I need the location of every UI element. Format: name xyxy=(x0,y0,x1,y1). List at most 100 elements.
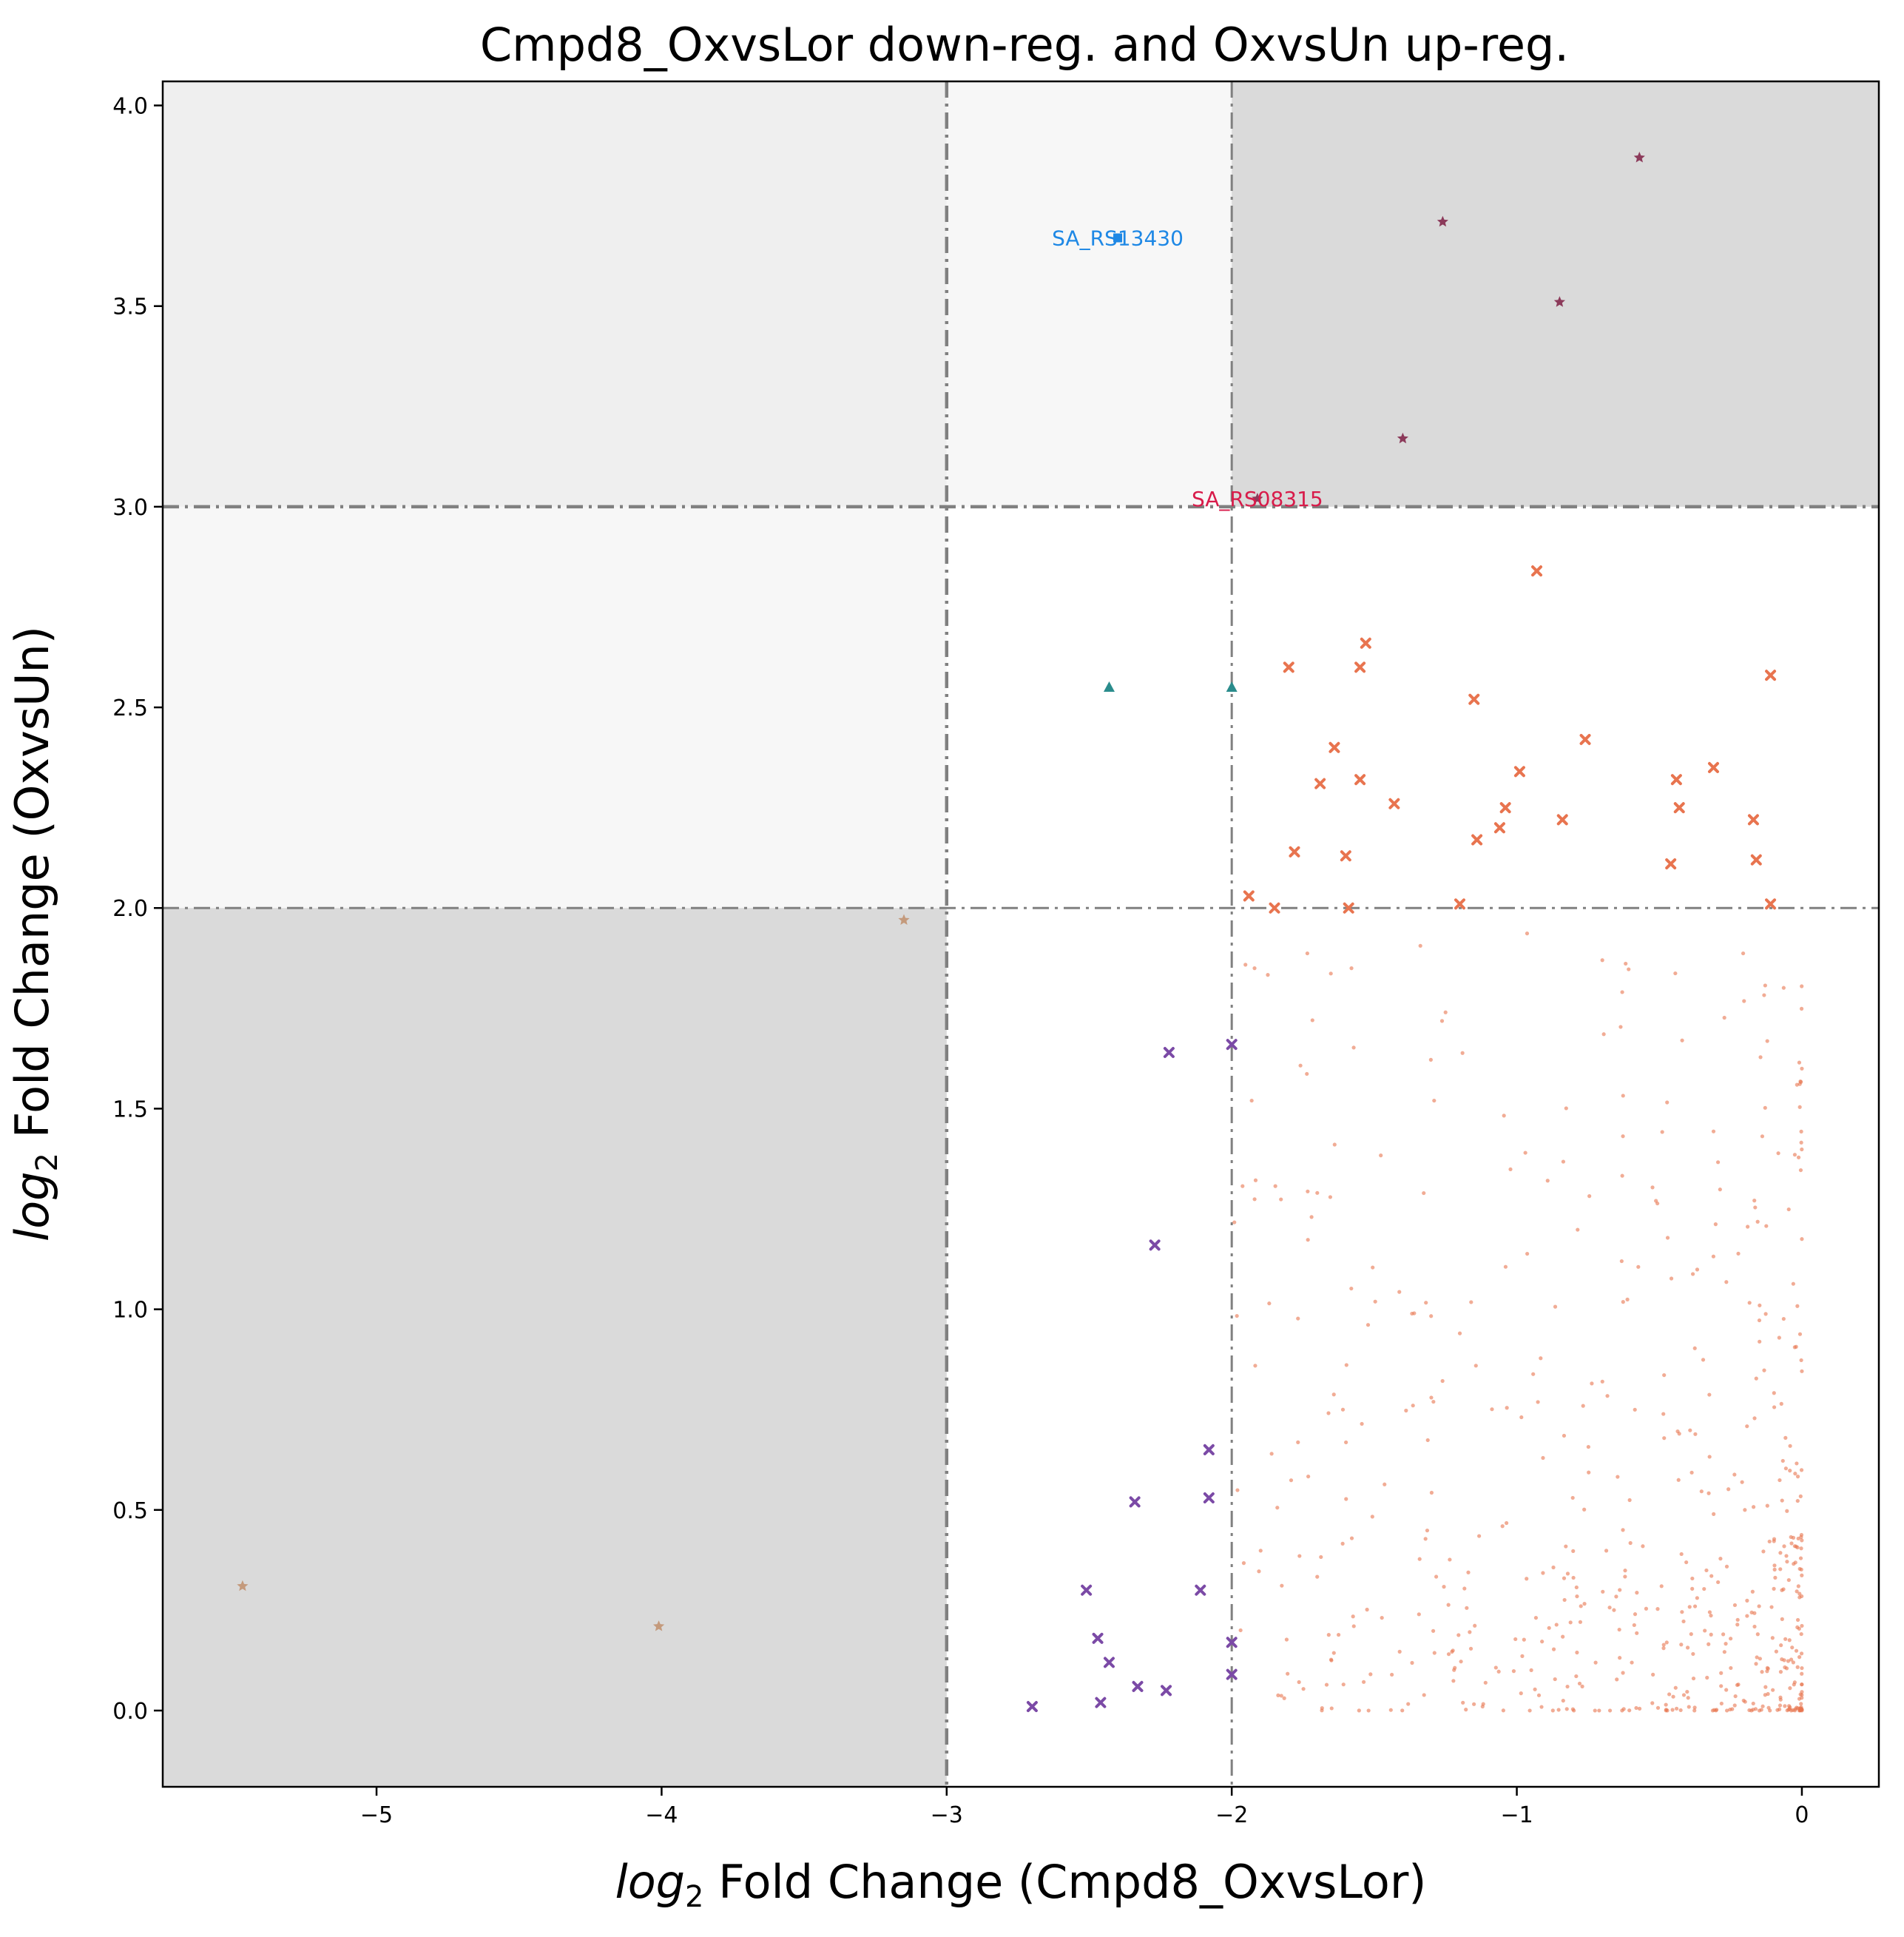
point-dot xyxy=(1671,1694,1675,1699)
point-dot xyxy=(1565,1572,1570,1576)
point-dot xyxy=(1722,1015,1726,1020)
point-dot xyxy=(1579,1604,1583,1608)
point-dot xyxy=(1587,1194,1592,1199)
point-dot xyxy=(1432,1098,1437,1103)
point-dot xyxy=(1702,1586,1706,1591)
point-dot xyxy=(1235,1313,1239,1318)
point-dot xyxy=(1328,1195,1333,1199)
point-dot xyxy=(1383,1482,1387,1486)
point-dot xyxy=(1525,932,1530,936)
point-dot xyxy=(1483,1680,1488,1685)
point-dot xyxy=(1410,1311,1414,1316)
point-dot xyxy=(1783,1466,1788,1471)
point-dot xyxy=(1360,1421,1364,1426)
x-axis-ticks: −5 −4 −3 −2 −1 0 xyxy=(360,1787,1809,1828)
point-x xyxy=(1340,850,1351,862)
point-dot xyxy=(1531,1372,1536,1376)
point-dot xyxy=(1349,1536,1354,1540)
point-dot xyxy=(1800,1147,1804,1152)
x-tick-label: −3 xyxy=(931,1802,963,1828)
point-dot xyxy=(1571,1549,1576,1553)
point-dot xyxy=(1319,1554,1323,1560)
point-x xyxy=(1163,1046,1175,1058)
point-dot xyxy=(1679,1643,1684,1647)
point-dot xyxy=(1621,1134,1625,1139)
point-dot xyxy=(1760,1670,1764,1674)
point-dot xyxy=(1289,1478,1294,1483)
point-dot xyxy=(1601,1589,1605,1594)
point-dot xyxy=(1786,1659,1791,1663)
point-dot xyxy=(1724,1708,1729,1713)
point-dot xyxy=(1757,1318,1762,1323)
point-dot xyxy=(1689,1470,1694,1475)
point-dot xyxy=(1267,1301,1272,1306)
point-dot xyxy=(1797,1105,1802,1109)
point-dot xyxy=(1607,1708,1613,1713)
point-dot xyxy=(1763,983,1767,988)
point-dot xyxy=(1344,1497,1348,1501)
point-dot xyxy=(1587,1470,1591,1475)
point-dot xyxy=(1235,1488,1240,1492)
point-x xyxy=(1556,814,1568,826)
point-dot xyxy=(1562,1433,1567,1438)
point-dot xyxy=(1771,1688,1775,1692)
point-dot xyxy=(1601,1032,1606,1037)
x-tick-label: 0 xyxy=(1795,1802,1809,1828)
point-dot xyxy=(1790,1645,1795,1650)
point-dot xyxy=(1417,1557,1422,1561)
point-dot xyxy=(1620,1173,1624,1178)
x-tick-label: −4 xyxy=(645,1802,678,1828)
point-dot xyxy=(1536,1400,1540,1404)
point-dot xyxy=(1795,1665,1800,1669)
point-dot xyxy=(1783,1435,1788,1440)
point-dot xyxy=(1461,1700,1465,1705)
point-dot xyxy=(1351,1045,1356,1050)
point-dot xyxy=(1665,1236,1670,1240)
point-dot xyxy=(1783,1637,1788,1641)
point-dot xyxy=(1276,1693,1280,1697)
shaded-region-2 xyxy=(1232,81,1879,507)
point-dot xyxy=(1789,1541,1794,1546)
point-dot xyxy=(1574,1585,1579,1590)
point-dot xyxy=(1752,1199,1757,1203)
point-dot xyxy=(1745,1424,1749,1429)
point-dot xyxy=(1660,1130,1664,1134)
point-dot xyxy=(1751,1701,1755,1706)
point-dot xyxy=(1745,1598,1749,1603)
point-triangle xyxy=(1103,681,1115,692)
point-dot xyxy=(1644,1606,1649,1611)
point-dot xyxy=(1365,1607,1369,1612)
point-dot xyxy=(1349,966,1354,971)
point-dot xyxy=(1722,1650,1726,1654)
point-dot xyxy=(1562,1597,1567,1603)
point-dot xyxy=(1662,1372,1667,1378)
y-axis-label: log2 Fold Change (OxvsUn) xyxy=(5,626,64,1242)
point-dot xyxy=(1523,1151,1527,1155)
point-dot xyxy=(1575,1650,1579,1655)
point-dot xyxy=(1695,1596,1699,1600)
point-x xyxy=(1471,834,1483,846)
point-dot xyxy=(1661,1646,1666,1651)
point-dot xyxy=(1571,1575,1576,1580)
point-dot xyxy=(1680,1610,1684,1614)
point-dot xyxy=(1340,1407,1346,1412)
point-dot xyxy=(1786,1577,1791,1583)
point-dot xyxy=(1659,1584,1664,1589)
point-dot xyxy=(1795,1545,1800,1550)
point-dot xyxy=(1755,1632,1760,1637)
point-dot xyxy=(1232,1220,1237,1224)
point-dot xyxy=(1719,1701,1724,1706)
point-dot xyxy=(1655,1705,1661,1710)
point-dot xyxy=(1406,1702,1411,1706)
point-dot xyxy=(1301,1687,1306,1691)
point-dot xyxy=(1795,1498,1800,1503)
point-dot xyxy=(1424,1301,1428,1305)
point-dot xyxy=(1800,1237,1804,1242)
point-dot xyxy=(1704,1568,1709,1573)
point-dot xyxy=(1306,1238,1310,1242)
point-dot xyxy=(1693,1432,1698,1436)
point-dot xyxy=(1743,1699,1747,1704)
point-dot xyxy=(1258,1549,1263,1553)
point-dot xyxy=(1586,1444,1590,1449)
point-dot xyxy=(1772,1563,1777,1568)
